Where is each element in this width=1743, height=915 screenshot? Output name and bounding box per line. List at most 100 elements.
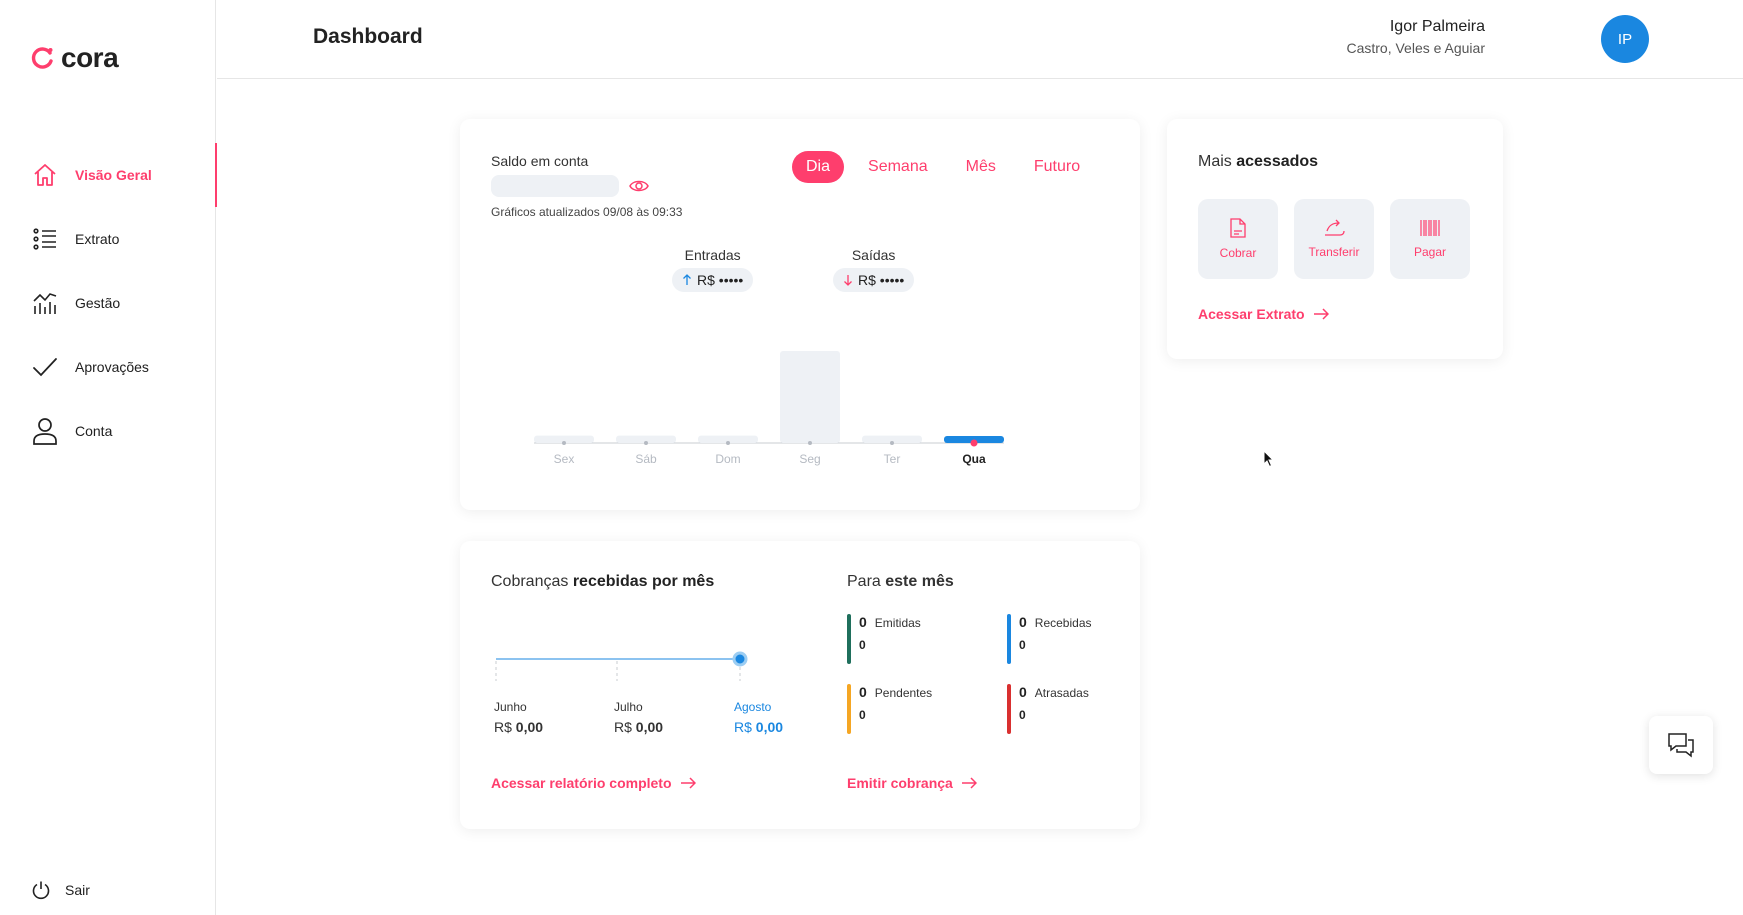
cobrar-button[interactable]: Cobrar — [1198, 199, 1278, 279]
month-currency: R$ — [494, 719, 512, 735]
logo-text: cora — [61, 42, 119, 73]
emitir-cobranca-link[interactable]: Emitir cobrança — [847, 775, 977, 791]
chat-button[interactable] — [1649, 716, 1713, 774]
chart-point-qua — [970, 439, 978, 447]
chart-point-sex — [562, 441, 566, 445]
chat-icon — [1668, 733, 1694, 758]
stat-color-bar — [1007, 684, 1011, 734]
stat-name: Pendentes — [874, 686, 933, 700]
emitir-cobranca-label: Emitir cobrança — [847, 775, 953, 791]
acessar-extrato-link[interactable]: Acessar Extrato — [1198, 306, 1329, 322]
sidebar-item-label: Conta — [75, 423, 113, 439]
stat-pendentes[interactable]: 0 Pendentes 0 — [847, 684, 987, 734]
pagar-button[interactable]: Pagar — [1390, 199, 1470, 279]
saidas-summary: Saídas R$ ••••• — [833, 247, 915, 292]
sidebar-item-conta[interactable]: Conta — [0, 399, 216, 463]
arrow-right-icon — [1313, 308, 1329, 320]
pagar-label: Pagar — [1413, 245, 1447, 259]
month-amount: 0,00 — [515, 719, 544, 735]
this-month-title-bold: este mês — [885, 573, 954, 590]
chart-bar-sáb[interactable] — [616, 435, 676, 443]
logout-button[interactable]: Sair — [31, 880, 90, 900]
chart-tick-label: Sex — [554, 452, 575, 466]
month-junho: Junho R$ 0,00 — [494, 700, 543, 735]
stat-name: Emitidas — [874, 616, 921, 630]
arrow-right-icon — [961, 777, 977, 789]
acessar-relatorio-label: Acessar relatório completo — [491, 775, 672, 791]
chart-tick-label: Dom — [715, 452, 740, 466]
month-name: Julho — [614, 700, 643, 714]
arrow-down-icon — [844, 275, 852, 286]
chart-tick-label: Seg — [799, 452, 820, 466]
daily-bar-chart: Sex Sáb Dom Seg Ter Qua — [534, 351, 1004, 466]
sidebar-item-gestao[interactable]: Gestão — [0, 271, 216, 335]
cora-logo-icon — [31, 47, 53, 69]
transfer-icon — [1325, 219, 1345, 236]
month-value: R$ 0,00 — [734, 719, 783, 735]
monthly-chart-current-point[interactable] — [732, 651, 748, 667]
chart-point-dom — [726, 441, 730, 445]
user-company: Castro, Veles e Aguiar — [1346, 40, 1485, 56]
stat-atrasadas[interactable]: 0 Atrasadas 0 — [1007, 684, 1147, 734]
chart-bar-sex[interactable] — [534, 435, 594, 443]
sidebar-item-aprovacoes[interactable]: Aprovações — [0, 335, 216, 399]
stat-emitidas[interactable]: 0 Emitidas 0 — [847, 614, 987, 664]
chart-point-sáb — [644, 441, 648, 445]
home-icon — [31, 161, 59, 189]
sidebar-item-extrato[interactable]: Extrato — [0, 207, 216, 271]
quick-access-card: Mais acessados Cobrar Transferir Pagar A… — [1167, 119, 1503, 359]
monthly-line-chart — [495, 651, 748, 681]
transferir-label: Transferir — [1308, 245, 1360, 259]
this-month-title: Para este mês — [847, 573, 954, 591]
stat-count: 0 — [859, 684, 867, 700]
stat-recebidas[interactable]: 0 Recebidas 0 — [1007, 614, 1147, 664]
saidas-title: Saídas — [851, 247, 896, 263]
transferir-button[interactable]: Transferir — [1294, 199, 1374, 279]
cora-logo[interactable]: cora — [31, 42, 119, 74]
list-icon — [31, 225, 59, 253]
acessar-extrato-label: Acessar Extrato — [1198, 306, 1305, 322]
sidebar-item-visao-geral[interactable]: Visão Geral — [0, 143, 217, 207]
this-month-title-prefix: Para — [847, 573, 881, 590]
arrow-right-icon — [680, 777, 696, 789]
month-name: Agosto — [734, 700, 772, 714]
month-value: R$ 0,00 — [614, 719, 663, 735]
month-currency: R$ — [614, 719, 632, 735]
period-tabs: Dia Semana Mês Futuro — [792, 151, 1094, 183]
stat-header: 0 Emitidas — [859, 614, 987, 630]
chart-bar-seg[interactable] — [780, 351, 840, 443]
chart-tick-label: Qua — [962, 452, 986, 466]
quick-access-title: Mais acessados — [1198, 153, 1318, 171]
eye-icon[interactable] — [629, 178, 649, 199]
chart-bar-ter[interactable] — [862, 435, 922, 443]
avatar[interactable]: IP — [1601, 15, 1649, 63]
stat-color-bar — [847, 614, 851, 664]
tab-mes[interactable]: Mês — [965, 158, 996, 175]
chart-bar-dom[interactable] — [698, 435, 758, 443]
tab-semana[interactable]: Semana — [868, 158, 928, 175]
acessar-relatorio-link[interactable]: Acessar relatório completo — [491, 775, 696, 791]
month-amount: 0,00 — [755, 719, 784, 735]
user-name: Igor Palmeira — [1389, 18, 1485, 35]
stat-amount: 0 — [1019, 708, 1026, 722]
balance-hidden-value — [491, 175, 619, 197]
document-icon — [1230, 218, 1246, 238]
stat-name: Recebidas — [1034, 616, 1092, 630]
tab-futuro[interactable]: Futuro — [1033, 158, 1081, 175]
arrow-up-icon — [683, 274, 691, 285]
charges-card: Cobranças recebidas por mês Junho R$ 0,0… — [460, 541, 1140, 829]
stat-amount: 0 — [1019, 638, 1026, 652]
stat-name: Atrasadas — [1034, 686, 1089, 700]
stat-header: 0 Pendentes — [859, 684, 987, 700]
user-info[interactable]: Igor Palmeira Castro, Veles e Aguiar — [1346, 18, 1485, 56]
month-name: Junho — [494, 700, 527, 714]
charges-title-prefix: Cobranças — [491, 573, 569, 590]
month-agosto: Agosto R$ 0,00 — [734, 700, 783, 735]
stat-count: 0 — [1019, 614, 1027, 630]
mouse-cursor-icon — [1263, 450, 1275, 468]
entradas-title: Entradas — [684, 247, 741, 263]
tab-dia[interactable]: Dia — [792, 151, 845, 183]
saidas-value: R$ ••••• — [858, 272, 905, 288]
cobrar-label: Cobrar — [1219, 246, 1257, 260]
sidebar-nav: Visão Geral Extrato Gestão Aprovações — [0, 143, 217, 463]
